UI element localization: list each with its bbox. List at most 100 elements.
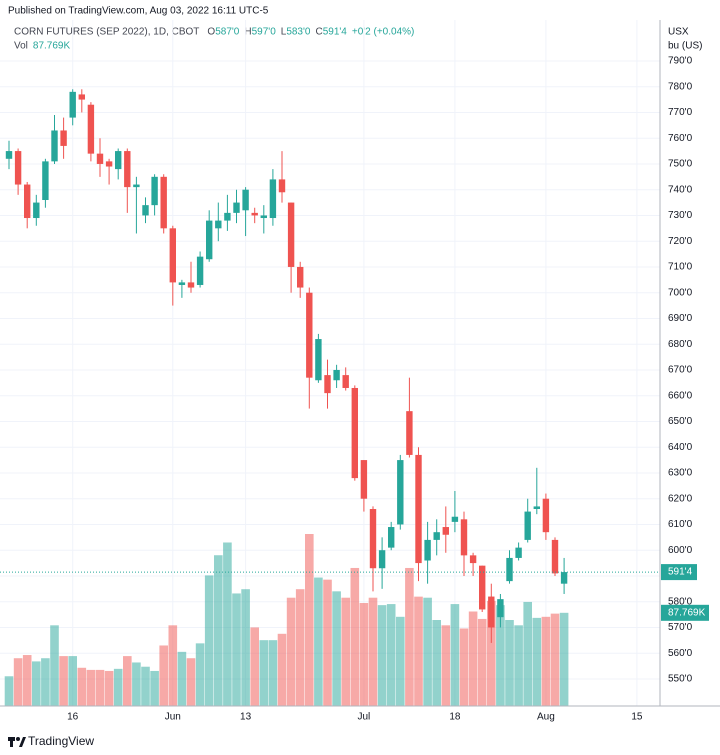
volume-bar [259, 640, 269, 706]
candle-body [360, 460, 368, 499]
volume-bar [386, 604, 396, 706]
volume-bar [186, 658, 196, 706]
volume-bar [523, 601, 532, 706]
volume-bar [423, 597, 432, 706]
x-tick-label: 18 [449, 712, 461, 723]
candle-body [515, 547, 522, 558]
candle-body [460, 519, 468, 556]
volume-bar [104, 670, 114, 706]
x-tick-label: 16 [67, 712, 79, 723]
candle-body [178, 282, 186, 285]
candle-body [51, 130, 58, 162]
x-tick-label: Aug [537, 712, 555, 723]
footer: TradingView [28, 734, 94, 748]
logo [8, 737, 26, 747]
volume-bar [414, 596, 423, 706]
legend-value: 587'0 [215, 27, 240, 38]
volume-bar [50, 625, 59, 706]
y-tick-label: 710'0 [668, 262, 693, 273]
candle-body [542, 498, 550, 533]
candle-body [96, 153, 104, 164]
y-tick-label: 760'0 [668, 133, 693, 144]
candle-body [87, 104, 95, 154]
y-tick-label: 570'0 [668, 622, 693, 633]
y-tick-label: 750'0 [668, 159, 693, 170]
volume-bar [487, 600, 496, 706]
y-tick-label: 740'0 [668, 184, 693, 195]
candle-body [196, 256, 204, 285]
volume-bar [13, 658, 23, 706]
volume-text: 87.769K [33, 41, 71, 52]
y-tick-label: 790'0 [668, 56, 693, 67]
y-tick-label: 550'0 [668, 674, 693, 685]
candle-body [333, 369, 340, 381]
candle-body [242, 189, 249, 211]
candle-body [469, 555, 477, 564]
volume-bar [86, 669, 96, 706]
candle-body [533, 506, 540, 510]
candle-body [60, 130, 67, 146]
y-tick-label: 720'0 [668, 236, 693, 247]
candle-body [397, 460, 404, 525]
change: +0'2 (+0.04%) [352, 27, 415, 38]
candle-body [142, 205, 149, 216]
x-tick-label: 15 [631, 712, 643, 723]
plot [0, 20, 660, 706]
y-tick-label: 670'0 [668, 365, 693, 376]
x-tick-label: Jun [165, 712, 181, 723]
volume-bar [232, 593, 241, 706]
x-tick-label: 13 [240, 712, 252, 723]
volume-bar [195, 643, 205, 706]
candle-body [105, 161, 113, 167]
y-tick-label: 600'0 [668, 545, 693, 556]
volume-bar [59, 656, 68, 706]
y-tick-label: 640'0 [668, 442, 693, 453]
volume-bar [496, 605, 505, 706]
candle-body [33, 202, 40, 219]
x-tick-label: Jul [358, 712, 371, 723]
volume-bar [68, 656, 77, 706]
candle-body [315, 339, 322, 381]
volume-bar [559, 612, 569, 706]
y-tick-label: 560'0 [668, 648, 693, 659]
legend-value: 597'0 [252, 27, 277, 38]
y-tick-label: 680'0 [668, 339, 693, 350]
volume-bar [132, 662, 141, 706]
candle-body [306, 292, 313, 378]
volume-bar [477, 618, 487, 706]
candle-body [524, 511, 531, 540]
candle-body [551, 539, 559, 574]
candle-body [251, 212, 258, 216]
candle-body [560, 572, 568, 584]
candle-body [424, 539, 431, 561]
volume-bar [359, 603, 369, 706]
candle-body [233, 202, 240, 213]
price-tag [661, 564, 697, 581]
candle-body [479, 565, 486, 610]
candle-body [369, 509, 377, 569]
volume-bar [123, 656, 132, 706]
volume-bar [341, 597, 350, 706]
volume-bar [95, 669, 105, 706]
volume-bar [141, 666, 150, 706]
legend-key: H [244, 27, 251, 38]
y-tick-label: 580'0 [668, 596, 693, 607]
candle-body [115, 151, 122, 170]
y-tick-label: 780'0 [668, 81, 693, 92]
candle-body [287, 202, 295, 267]
volume-bar [250, 627, 259, 706]
candle-body [497, 599, 504, 618]
candle-body [160, 176, 167, 229]
candle-body [278, 179, 286, 193]
candle-body [224, 212, 231, 221]
volume-bar [305, 534, 314, 706]
candle-body [133, 184, 140, 188]
candle-body [388, 527, 395, 548]
y-tick-label: 620'0 [668, 493, 693, 504]
volume-bar [223, 542, 232, 706]
legend-key: C [315, 27, 322, 38]
candle-body [124, 151, 131, 188]
volume-bar [41, 658, 50, 706]
